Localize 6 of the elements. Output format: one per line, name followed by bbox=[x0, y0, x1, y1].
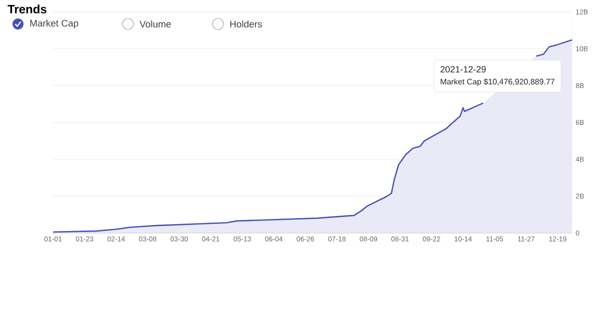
chart-title: Trends bbox=[8, 4, 46, 14]
annotation: Volume bbox=[140, 20, 171, 28]
annotation: Holders bbox=[230, 20, 262, 28]
annotation: Market Cap $10,476,920,889.77 bbox=[440, 78, 554, 86]
legend-label: Market Cap bbox=[30, 20, 78, 28]
annotation: 2021-12-29 bbox=[440, 66, 486, 72]
